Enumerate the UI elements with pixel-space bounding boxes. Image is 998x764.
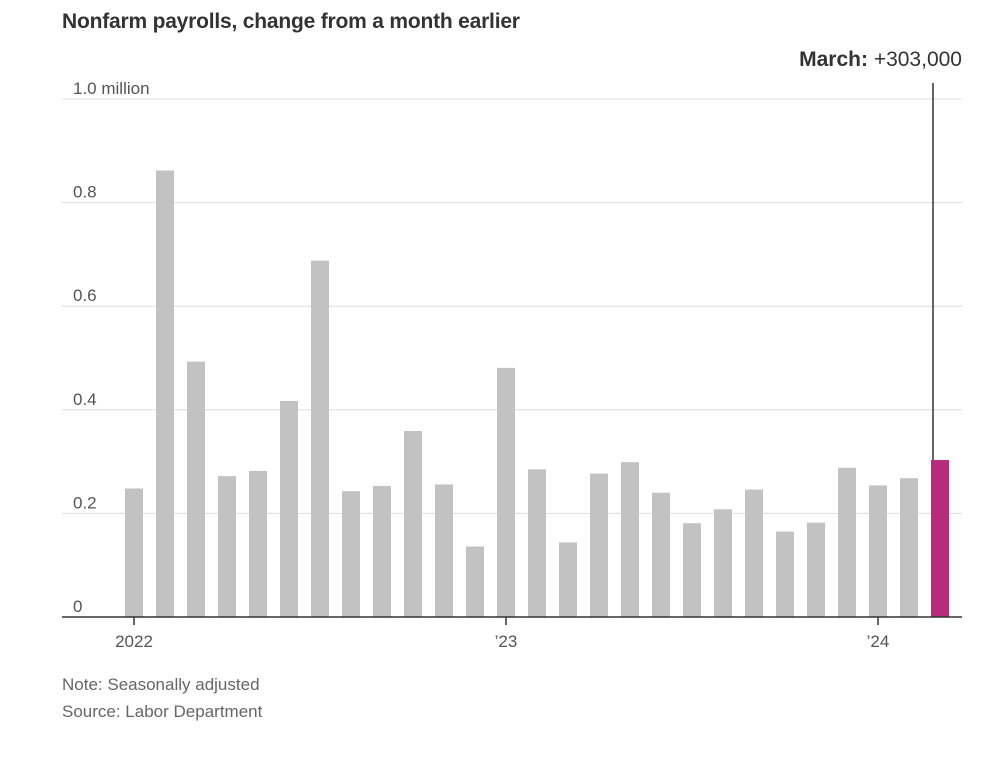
bar <box>807 522 825 617</box>
note-text: Note: Seasonally adjusted <box>62 675 260 694</box>
bar <box>590 473 608 617</box>
bar <box>838 467 856 617</box>
y-axis-ticks: 0 0.2 0.4 0.6 0.8 1.0 million <box>73 79 150 616</box>
bar <box>745 489 763 617</box>
bar <box>187 361 205 617</box>
source-text: Source: Labor Department <box>62 702 263 721</box>
bar <box>156 170 174 617</box>
bar <box>683 523 701 617</box>
bar <box>373 485 391 617</box>
bar <box>528 469 546 617</box>
bar <box>125 488 143 617</box>
x-tick-label: ’24 <box>867 632 890 651</box>
annotation-label: March: <box>799 48 868 71</box>
chart-notes: Note: Seasonally adjusted Source: Labor … <box>62 671 262 725</box>
bar <box>404 431 422 617</box>
bar <box>342 491 360 617</box>
bars <box>125 170 949 617</box>
bar <box>280 400 298 617</box>
y-tick-label: 0 <box>73 597 82 616</box>
x-tick-label: ’23 <box>495 632 518 651</box>
bar <box>249 470 267 617</box>
bar <box>218 476 236 617</box>
bar <box>466 546 484 617</box>
y-tick-label: 0.8 <box>73 183 97 202</box>
chart-title: Nonfarm payrolls, change from a month ea… <box>62 10 520 33</box>
bar <box>497 367 515 617</box>
bar <box>869 485 887 617</box>
bar <box>714 509 732 617</box>
bar <box>776 531 794 617</box>
annotation-value: +303,000 <box>873 48 962 71</box>
bar <box>652 492 670 617</box>
bar <box>311 260 329 617</box>
y-tick-label: 0.6 <box>73 286 97 305</box>
bar <box>900 478 918 617</box>
y-tick-label: 0.4 <box>73 390 97 409</box>
x-tick-label: 2022 <box>115 632 153 651</box>
y-tick-label: 0.2 <box>73 493 97 512</box>
x-axis-ticks: 2022 ’23 ’24 <box>115 617 889 651</box>
bar <box>621 462 639 617</box>
highlight-bar <box>931 460 949 617</box>
x-axis <box>62 83 962 618</box>
bar <box>435 484 453 617</box>
bar <box>559 542 577 617</box>
y-tick-label: 1.0 million <box>73 79 150 98</box>
march-annotation: March: +303,000 <box>799 48 962 72</box>
